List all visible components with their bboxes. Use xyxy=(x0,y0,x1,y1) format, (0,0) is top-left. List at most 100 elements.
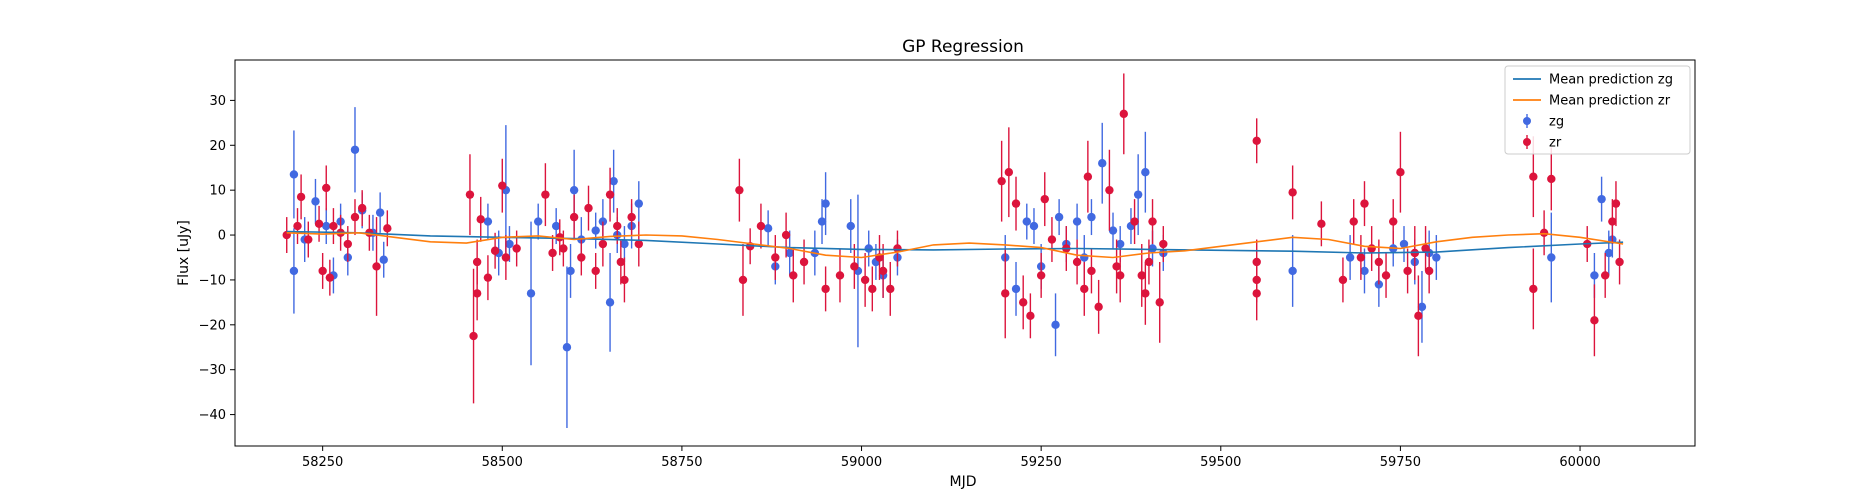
data-point xyxy=(1036,271,1046,280)
legend-box xyxy=(1504,65,1691,155)
legend-marker-swatch xyxy=(1523,117,1531,125)
data-point xyxy=(1288,188,1297,197)
data-point xyxy=(1345,253,1355,262)
y-tick-label: −10 xyxy=(199,273,226,288)
data-point xyxy=(1159,239,1168,249)
data-point xyxy=(893,244,902,253)
data-point xyxy=(591,226,600,235)
legend-label: zr xyxy=(1549,136,1562,151)
data-point xyxy=(311,197,320,206)
data-point xyxy=(1011,199,1021,208)
data-point xyxy=(375,208,385,217)
data-point xyxy=(771,253,780,262)
data-point xyxy=(1338,275,1348,285)
data-point xyxy=(498,181,507,190)
data-point xyxy=(483,217,493,226)
x-axis-ticks: 58250 58500 58750 59000 59250 59500 59750 60000 xyxy=(302,446,1601,470)
data-point xyxy=(1360,199,1369,208)
data-point xyxy=(1047,235,1057,244)
data-point xyxy=(1051,320,1060,330)
series-zr xyxy=(282,73,1624,404)
data-point xyxy=(1590,316,1599,325)
data-point xyxy=(472,289,482,298)
data-point xyxy=(789,271,798,280)
data-point xyxy=(1374,257,1384,267)
data-point xyxy=(1547,253,1556,262)
data-point xyxy=(304,235,313,244)
data-point xyxy=(329,221,338,231)
x-tick-label: 58750 xyxy=(661,455,702,470)
data-point xyxy=(548,248,557,258)
data-point xyxy=(1115,271,1125,280)
data-point xyxy=(605,298,615,307)
data-point xyxy=(562,343,572,352)
data-point xyxy=(1539,228,1549,238)
data-point xyxy=(293,221,302,231)
data-point xyxy=(1389,217,1398,226)
data-point xyxy=(569,185,579,195)
data-point xyxy=(609,176,618,186)
x-tick-label: 59250 xyxy=(1020,455,1061,470)
plot-frame xyxy=(234,59,1696,447)
data-point xyxy=(1529,172,1538,181)
data-point xyxy=(1288,266,1297,276)
data-point xyxy=(1148,217,1157,226)
data-point xyxy=(738,275,748,285)
y-tick-label: −30 xyxy=(199,363,226,378)
x-tick-label: 59750 xyxy=(1380,455,1421,470)
x-tick-label: 59500 xyxy=(1200,455,1241,470)
data-point xyxy=(1381,271,1391,280)
data-point xyxy=(350,145,360,154)
data-point xyxy=(1414,311,1423,321)
data-point xyxy=(821,284,830,294)
data-point xyxy=(616,257,626,267)
x-tick-label: 59000 xyxy=(841,455,882,470)
y-axis-ticks: 30 20 10 0 −10 −20 −30 −40 xyxy=(199,94,235,423)
legend-label: zg xyxy=(1549,115,1564,130)
y-axis-label: Flux [uJy] xyxy=(176,220,192,286)
data-point xyxy=(559,244,568,253)
data-point xyxy=(505,239,514,249)
data-point xyxy=(1087,266,1096,276)
data-point xyxy=(1098,159,1107,168)
data-point xyxy=(1317,219,1326,229)
data-point xyxy=(605,190,615,199)
x-tick-label: 60000 xyxy=(1559,455,1600,470)
legend-label: Mean prediction zg xyxy=(1549,73,1673,88)
data-point xyxy=(325,273,335,282)
data-point xyxy=(1072,217,1082,226)
data-point xyxy=(1072,257,1082,267)
data-point xyxy=(469,331,478,341)
data-point xyxy=(1367,244,1376,253)
data-point xyxy=(1396,168,1405,177)
data-point xyxy=(598,239,608,249)
y-tick-label: 10 xyxy=(209,184,226,199)
data-point xyxy=(1040,194,1049,204)
data-point xyxy=(379,255,388,264)
data-point xyxy=(868,284,877,294)
data-point xyxy=(1615,257,1624,267)
data-point xyxy=(1252,136,1261,145)
data-point xyxy=(577,253,586,262)
data-point xyxy=(1360,266,1369,276)
data-point xyxy=(1004,168,1014,177)
data-point xyxy=(756,221,766,231)
data-point xyxy=(1011,284,1021,294)
data-point xyxy=(1424,266,1434,276)
data-point xyxy=(1054,212,1064,222)
data-point xyxy=(1141,168,1150,177)
data-point xyxy=(1130,217,1139,226)
data-point xyxy=(1417,302,1427,312)
data-point xyxy=(1399,239,1409,249)
data-point xyxy=(1026,311,1035,321)
chart-title: GP Regression xyxy=(902,37,1024,57)
data-point xyxy=(1356,253,1366,262)
data-point xyxy=(551,221,561,231)
data-point xyxy=(1600,271,1610,280)
data-point xyxy=(627,212,636,222)
data-point xyxy=(1080,284,1089,294)
y-tick-label: 30 xyxy=(209,94,226,109)
data-point xyxy=(1547,174,1556,184)
data-point xyxy=(343,239,353,249)
y-tick-label: −20 xyxy=(199,318,226,333)
